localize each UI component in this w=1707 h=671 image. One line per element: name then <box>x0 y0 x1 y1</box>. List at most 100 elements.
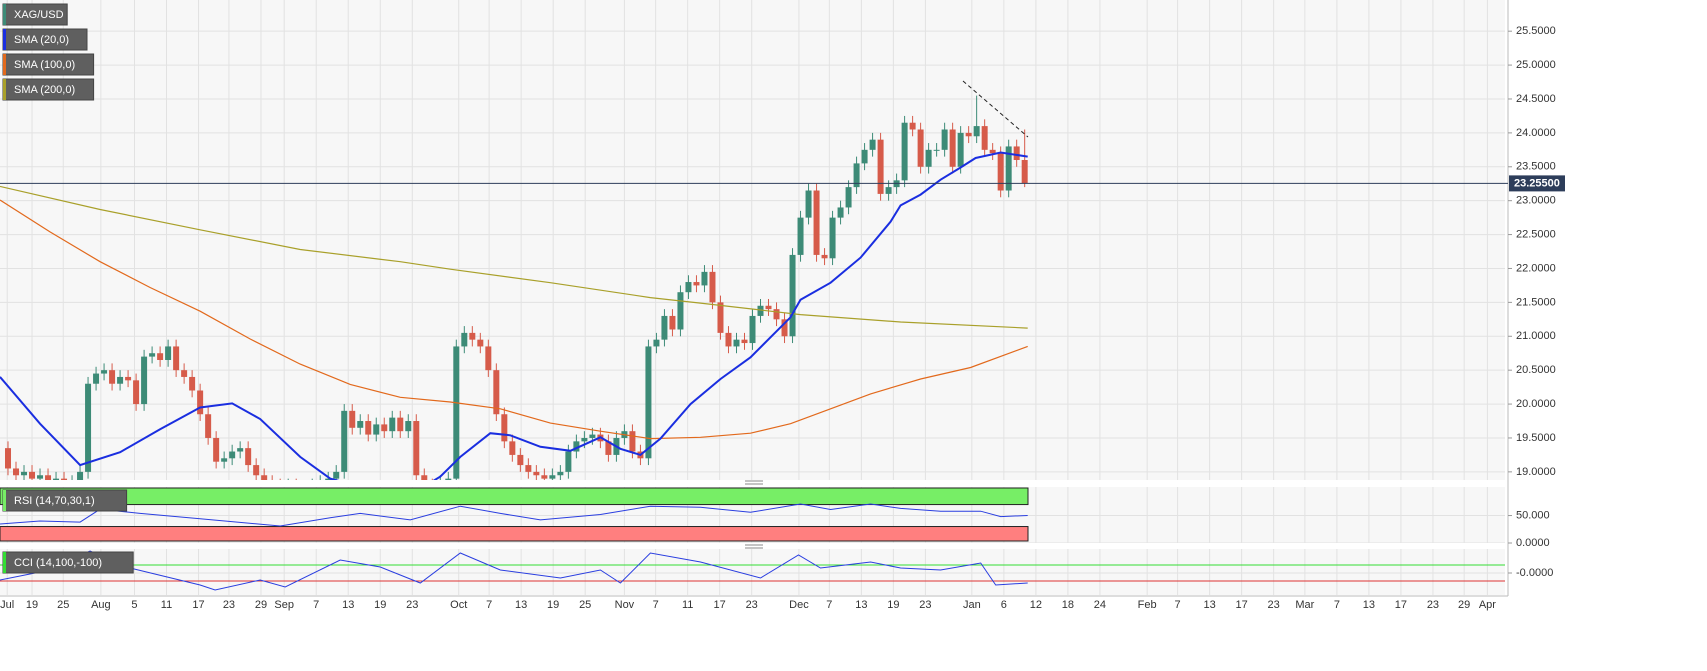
candle-body <box>405 421 412 432</box>
candle-body <box>213 437 220 462</box>
candle-body <box>917 129 924 167</box>
y-tick-label: 19.5000 <box>1516 432 1556 444</box>
candle-body <box>989 149 996 154</box>
x-tick-label: 23 <box>1427 599 1439 611</box>
x-tick-label: Oct <box>450 599 467 611</box>
x-tick-label: 19 <box>374 599 386 611</box>
x-tick-label: 7 <box>1334 599 1340 611</box>
candle-body <box>349 410 356 428</box>
candle-body <box>189 376 196 391</box>
legend-item[interactable]: SMA (200,0) <box>2 78 95 101</box>
x-tick-label: 7 <box>313 599 319 611</box>
candle-body <box>837 207 844 218</box>
x-tick-label: Feb <box>1138 599 1157 611</box>
legend-item[interactable]: SMA (20,0) <box>2 28 88 51</box>
candle-body <box>589 434 596 438</box>
candle-body <box>981 126 988 150</box>
x-tick-label: 23 <box>406 599 418 611</box>
candle-body <box>61 478 68 480</box>
upper-band <box>0 487 1029 506</box>
x-tick-label: 13 <box>342 599 354 611</box>
candle-body <box>237 448 244 452</box>
candle-body <box>861 149 868 164</box>
candle-body <box>29 471 36 479</box>
candle-body <box>549 475 556 479</box>
candle-body <box>765 305 772 310</box>
candle-body <box>197 390 204 415</box>
candle-body <box>117 376 124 384</box>
candle-body <box>453 346 460 479</box>
x-tick-label: 11 <box>161 599 172 611</box>
x-tick-label: 23 <box>223 599 235 611</box>
y-tick-label: 20.5000 <box>1516 364 1556 376</box>
candle-body <box>261 475 268 480</box>
candle-body <box>461 332 468 347</box>
candle-body <box>781 319 788 337</box>
candle-body <box>477 339 484 347</box>
candle-body <box>229 451 236 459</box>
panel-resize-handle[interactable] <box>745 544 763 549</box>
candle-body <box>821 254 828 259</box>
x-tick-label: Dec <box>789 599 809 611</box>
candle-body <box>901 122 908 181</box>
candle-body <box>653 339 660 347</box>
x-tick-label: 7 <box>486 599 492 611</box>
x-tick-label: Nov <box>615 599 635 611</box>
x-tick-label: 11 <box>682 599 693 611</box>
panel-resize-handle[interactable] <box>745 480 763 485</box>
trend-line[interactable] <box>962 80 1029 138</box>
x-tick-label: Mar <box>1295 599 1314 611</box>
legend-item[interactable]: CCI (14,100,-100) <box>2 551 134 574</box>
x-tick-label: 23 <box>1268 599 1280 611</box>
candle-body <box>45 475 52 480</box>
legend-label: XAG/USD <box>14 9 64 21</box>
candle-body <box>997 153 1004 191</box>
x-tick-label: 18 <box>1062 599 1074 611</box>
candle-body <box>1005 146 1012 191</box>
candle-body <box>469 332 476 340</box>
y-tick-label: 24.0000 <box>1516 127 1556 139</box>
x-tick-label: Aug <box>91 599 111 611</box>
x-tick-label: 19 <box>26 599 38 611</box>
candle-body <box>965 132 972 137</box>
x-tick-label: 17 <box>192 599 204 611</box>
candle-body <box>909 122 916 130</box>
x-tick-label: 13 <box>515 599 527 611</box>
candle-body <box>445 478 452 480</box>
x-tick-label: 25 <box>57 599 69 611</box>
candle-body <box>605 441 612 455</box>
x-tick-label: 13 <box>1363 599 1375 611</box>
legend-item[interactable]: XAG/USD <box>2 3 68 26</box>
legend-item[interactable]: SMA (100,0) <box>2 53 95 76</box>
x-tick-label: 19 <box>887 599 899 611</box>
candle-body <box>973 126 980 137</box>
candle-body <box>165 346 172 360</box>
candle-body <box>949 129 956 167</box>
legend-swatch <box>3 490 6 511</box>
candle-body <box>205 414 212 438</box>
candle-body <box>669 315 676 330</box>
y-tick-label: 23.0000 <box>1516 195 1556 207</box>
x-tick-label: 7 <box>1175 599 1181 611</box>
candle-body <box>5 448 12 469</box>
x-tick-label: 12 <box>1030 599 1042 611</box>
indicator-line <box>0 550 1028 591</box>
x-tick-label: Jul <box>0 599 14 611</box>
y-tick-label: 50.000 <box>1516 509 1550 521</box>
x-tick-label: 7 <box>653 599 659 611</box>
candle-body <box>717 302 724 333</box>
legend-label: RSI (14,70,30,1) <box>14 495 95 507</box>
legend-item[interactable]: RSI (14,70,30,1) <box>2 489 128 512</box>
candle-body <box>557 471 564 476</box>
price-panel <box>0 0 1505 480</box>
candle-body <box>421 475 428 480</box>
legend-swatch <box>3 4 6 25</box>
x-tick-label: Jan <box>963 599 981 611</box>
x-tick-label: Apr <box>1479 599 1496 611</box>
candle-body <box>13 468 20 476</box>
candle-body <box>141 356 148 405</box>
candle-body <box>645 346 652 459</box>
y-tick-label: 20.0000 <box>1516 398 1556 410</box>
candle-body <box>941 129 948 150</box>
legend-swatch <box>3 79 6 100</box>
